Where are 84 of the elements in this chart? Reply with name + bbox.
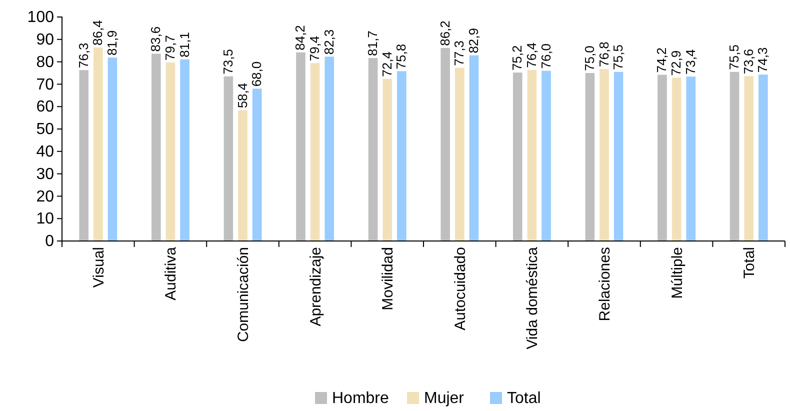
legend-label: Total [507,390,541,407]
x-tick-label: Visual [90,247,108,288]
bar [151,54,161,241]
data-label: 86,2 [437,20,452,46]
legend-label: Mujer [424,390,465,407]
x-tick-label: Autocuidado [452,247,469,330]
x-tick-label: Vida doméstica [524,246,542,350]
data-label: 75,5 [610,44,626,70]
bar [324,56,334,241]
x-tick-label: Total [741,247,758,279]
bar [744,76,754,241]
bar [108,58,118,241]
bar [224,76,234,241]
data-label: 76,0 [538,43,554,69]
bar [527,70,537,241]
bar [512,72,522,241]
data-label: 72,4 [379,52,394,77]
bar [614,72,624,241]
data-label: 83,6 [148,26,164,52]
bar [469,55,479,241]
data-label: 77,3 [452,40,467,66]
bar [585,73,595,241]
x-tick-label: Relaciones [596,247,614,322]
data-label: 76,4 [524,42,539,68]
data-label: 73,6 [740,48,756,74]
bar [658,74,667,241]
bar [672,78,682,241]
data-label: 76,3 [76,42,91,68]
bar [180,59,190,241]
bar [440,48,450,241]
bar [79,70,88,241]
y-tick-label: 80 [36,54,54,71]
y-tick-label: 20 [36,188,54,206]
bar [296,52,306,241]
data-label: 74,2 [654,47,670,73]
x-tick-label: Comunicación [235,247,252,342]
data-label: 72,9 [668,50,684,76]
data-label: 73,4 [682,49,698,75]
x-tick-label: Movilidad [380,247,397,310]
legend-label: Hombre [332,390,390,407]
x-tick-label: Aprendizaje [307,247,324,326]
data-label: 75,0 [582,46,597,71]
data-label: 74,3 [755,47,770,73]
bar [93,47,103,241]
bar [310,63,320,241]
data-label: 75,2 [510,45,525,71]
data-label: 76,8 [596,42,612,67]
bar [542,70,551,241]
data-label: 73,5 [220,49,236,74]
data-label: 84,2 [292,25,308,50]
y-tick-label: 0 [45,233,54,250]
data-label: 82,9 [466,28,481,54]
bar [166,62,176,241]
x-tick-label: Auditiva [162,246,180,300]
y-tick-label: 10 [36,210,54,228]
data-label: 81,1 [176,32,192,58]
data-label: 75,5 [726,44,742,70]
data-label: 58,4 [234,82,250,108]
y-tick-label: 90 [36,32,54,49]
data-label: 68,0 [249,61,264,87]
bar [252,88,262,241]
data-label: 86,4 [90,20,106,46]
y-tick-label: 60 [36,98,54,116]
data-label: 75,8 [394,44,409,70]
data-label: 81,7 [365,30,380,56]
y-tick-label: 40 [36,144,54,161]
data-label: 81,9 [104,30,120,56]
data-label: 82,3 [321,29,336,55]
x-tick-label: Múltiple [668,247,686,299]
bar [454,68,464,241]
y-tick-label: 100 [27,9,54,26]
bar [397,71,406,241]
bar [238,110,248,241]
data-label: 79,4 [307,36,322,62]
bar [600,68,609,241]
bar [382,78,392,241]
y-tick-label: 70 [36,76,54,94]
bar [730,72,740,241]
y-tick-label: 30 [36,166,54,183]
y-tick-label: 50 [36,121,54,138]
bar [758,74,768,241]
bar [368,58,378,241]
data-label: 79,7 [162,35,178,60]
bar [686,76,696,241]
